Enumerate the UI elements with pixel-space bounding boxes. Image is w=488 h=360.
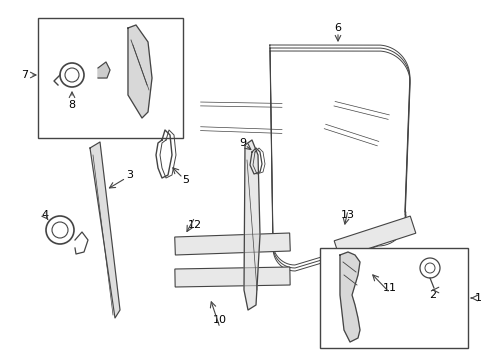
Text: 1: 1 bbox=[473, 293, 481, 303]
Text: 11: 11 bbox=[382, 283, 396, 293]
Bar bbox=[38, 18, 183, 138]
Bar bbox=[333, 216, 415, 258]
Polygon shape bbox=[339, 252, 359, 342]
Text: 4: 4 bbox=[41, 210, 48, 220]
Text: 2: 2 bbox=[428, 290, 436, 300]
Text: 3: 3 bbox=[126, 170, 133, 180]
Text: 12: 12 bbox=[187, 220, 202, 230]
Bar bbox=[319, 248, 467, 348]
Text: 7: 7 bbox=[21, 70, 28, 80]
Text: 10: 10 bbox=[213, 315, 226, 325]
Polygon shape bbox=[128, 25, 152, 118]
Text: 8: 8 bbox=[68, 100, 76, 110]
Polygon shape bbox=[244, 140, 260, 310]
Text: 6: 6 bbox=[334, 23, 341, 33]
Bar bbox=[175, 267, 289, 287]
Bar bbox=[174, 233, 290, 255]
Polygon shape bbox=[90, 142, 120, 318]
Bar bbox=[346, 251, 428, 287]
Text: 9: 9 bbox=[239, 138, 246, 148]
Text: 13: 13 bbox=[340, 210, 354, 220]
Text: 5: 5 bbox=[182, 175, 189, 185]
Polygon shape bbox=[98, 62, 110, 78]
